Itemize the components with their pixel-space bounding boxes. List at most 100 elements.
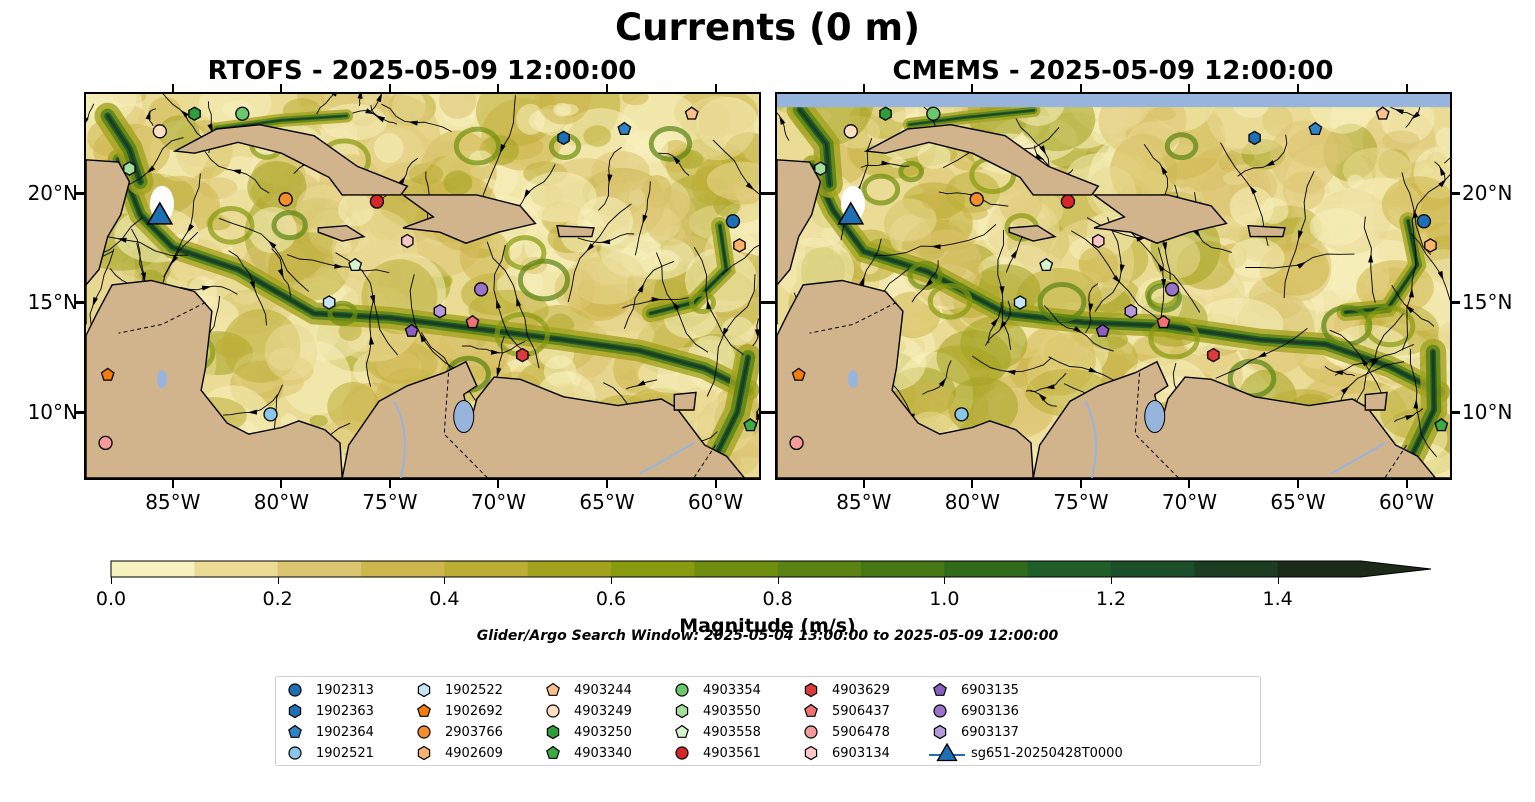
colorbar-label: Magnitude (m/s) [679, 615, 856, 637]
float-4903250-marker [879, 106, 892, 121]
float-1902692-marker [791, 367, 806, 381]
lon-tick-mark-top [1297, 84, 1300, 92]
legend-label: 1902692 [445, 703, 503, 719]
pentagon-icon [288, 724, 302, 738]
float-5906437-marker [1156, 314, 1171, 329]
legend-item: 4903629 [800, 680, 890, 700]
lon-tick-mark [1188, 480, 1191, 488]
lon-tick-mark-top [1188, 84, 1191, 92]
rtofs-lat-tick-0: 20°N [27, 180, 78, 205]
float-4903561-marker [1060, 194, 1076, 209]
colorbar-tick-label: 0.6 [595, 588, 627, 610]
colorbar-tick-mark [1277, 577, 1279, 584]
lat-tick-mark [1452, 191, 1460, 195]
circle-icon [933, 704, 947, 718]
legend-item: 1902364 [284, 722, 374, 742]
circle-icon [675, 683, 689, 697]
legend-item: 1902363 [284, 701, 374, 721]
lon-tick-mark-top [280, 84, 283, 92]
float-1902313-marker [1416, 214, 1432, 229]
float-6903137-marker [433, 303, 447, 319]
lon-tick-mark-top [606, 84, 609, 92]
legend-label: sg651-20250428T0000 [971, 745, 1123, 761]
float-1902313-marker [725, 214, 741, 229]
float-4903558-marker [348, 257, 363, 272]
pentagon-icon [546, 745, 560, 759]
colorbar-tick-label: 0.4 [429, 588, 460, 610]
hexagon-icon [804, 682, 818, 698]
figure-title: Currents (0 m) [614, 6, 920, 49]
cmems-lat-tick-0: 20°N [1462, 180, 1513, 205]
colorbar [110, 560, 1432, 578]
lat-tick-mark [1452, 411, 1460, 415]
float-6903135-marker [404, 323, 419, 337]
hexagon-icon [417, 745, 431, 761]
colorbar-tick-mark [444, 577, 446, 584]
legend-item: 4902609 [413, 743, 503, 763]
lon-tick-mark [171, 480, 174, 488]
float-1902692-marker [100, 367, 115, 381]
glider-sg651-marker [146, 201, 174, 225]
hexagon-icon [933, 724, 947, 740]
legend-item: 5906437 [800, 701, 890, 721]
float-legend: 1902313 1902363 1902364 1902521 1902522 19026… [275, 676, 1261, 766]
circle-icon [675, 746, 689, 760]
lon-tick-mark-top [171, 84, 174, 92]
float-4903249-marker [843, 124, 858, 139]
rtofs-map-canvas [86, 94, 759, 478]
float-5906437-marker [465, 314, 480, 329]
float-4903354-marker [926, 106, 941, 121]
colorbar-tick-label: 1.4 [1262, 588, 1293, 610]
float-6903136-marker [1164, 282, 1180, 297]
float-1902364-marker [1308, 121, 1323, 136]
rtofs-lat-tick-2: 10°N [27, 400, 78, 425]
legend-label: 5906478 [832, 724, 890, 740]
rtofs-lon-tick-3: 70°W [470, 490, 527, 514]
float-4903558-marker [1039, 257, 1054, 272]
legend-item: 4903561 [671, 743, 761, 763]
legend-label: 6903135 [961, 682, 1019, 698]
hexagon-icon [675, 703, 689, 719]
float-6903136-marker [473, 282, 489, 297]
legend-label: 4903558 [703, 724, 761, 740]
float-4902609-marker [733, 238, 746, 253]
legend-item: 4903354 [671, 680, 761, 700]
cmems-lat-tick-2: 10°N [1462, 400, 1513, 425]
legend-label: 5906437 [832, 703, 890, 719]
lon-tick-mark [497, 480, 500, 488]
legend-item: 2903766 [413, 722, 503, 742]
legend-item: 5906478 [800, 722, 890, 742]
colorbar-tick-mark [111, 577, 112, 584]
circle-icon [417, 725, 431, 739]
pentagon-icon [933, 682, 947, 696]
colorbar-segment [1027, 561, 1112, 577]
colorbar-segment [527, 561, 612, 577]
rtofs-lat-tick-1: 15°N [27, 290, 78, 315]
float-4903340-marker [1434, 417, 1449, 432]
pentagon-icon [546, 682, 560, 696]
lon-tick-mark [1405, 480, 1408, 488]
cmems-lon-tick-0: 85°W [836, 490, 892, 514]
circle-icon [288, 746, 302, 760]
lon-tick-mark [388, 480, 391, 488]
legend-item: 4903558 [671, 722, 761, 742]
float-4903244-marker [684, 106, 699, 120]
search-window-note: Glider/Argo Search Window: 2025-05-04 13… [476, 628, 1059, 644]
lon-tick-mark-top [1405, 84, 1408, 92]
lat-tick-mark [76, 191, 84, 195]
lon-tick-mark [862, 480, 865, 488]
legend-label: 1902364 [316, 724, 374, 740]
lat-tick-mark [76, 411, 84, 415]
legend-label: 4903354 [703, 682, 761, 698]
pentagon-icon [417, 703, 431, 717]
legend-label: 6903137 [961, 724, 1019, 740]
legend-item: 6903137 [929, 722, 1019, 742]
rtofs-map [84, 92, 761, 480]
cmems-lon-tick-4: 65°W [1270, 490, 1326, 514]
colorbar-segment [1111, 561, 1195, 577]
legend-label: 2903766 [445, 724, 503, 740]
lon-tick-mark [1079, 480, 1082, 488]
legend-item: 6903136 [929, 701, 1019, 721]
cmems-panel-title: CMEMS - 2025-05-09 12:00:00 [892, 56, 1334, 86]
cmems-map-canvas [777, 94, 1450, 478]
